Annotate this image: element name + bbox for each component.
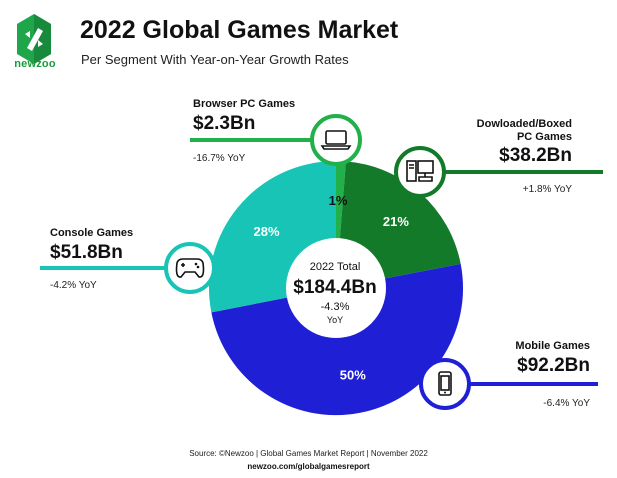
desktop-computer-icon [394,146,446,198]
center-growth-value: -4.3% [320,301,350,313]
mobile-value: $92.2Bn [517,355,590,376]
gamepad-icon [164,242,216,294]
smartphone-icon [419,358,471,410]
footer-source: Source: ©Newzoo | Global Games Market Re… [189,449,428,458]
boxed-pc-value: $38.2Bn [499,145,572,166]
newzoo-logo [17,14,51,64]
laptop-icon [310,114,362,166]
page-subtitle: Per Segment With Year-on-Year Growth Rat… [81,52,349,67]
mobile-name: Mobile Games [515,340,590,352]
boxed-pc-yoy: +1.8% YoY [522,184,572,195]
console-value: $51.8Bn [50,242,123,263]
logo-wordmark: newzoo [14,58,56,70]
browser-pc-share-label: 1% [329,193,348,208]
browser-pc-name: Browser PC Games [193,98,296,110]
donut-hole [286,238,386,338]
mobile-wedge [211,263,464,416]
footer-url: newzoo.com/globalgamesreport [247,462,370,471]
boxed-pc-name: Dowloaded/Boxed PC Games [476,118,572,143]
console-name: Console Games [50,227,134,239]
console-yoy: -4.2% YoY [50,280,97,291]
page-title: 2022 Global Games Market [80,16,399,44]
center-growth-unit: YoY [326,315,344,325]
mobile-share-label: 50% [340,367,366,382]
browser-pc-value: $2.3Bn [193,113,256,134]
boxed-pc-share-label: 21% [383,214,409,229]
mobile-yoy: -6.4% YoY [543,398,590,409]
center-total-value: $184.4Bn [293,277,377,298]
console-share-label: 28% [254,224,280,239]
center-total-label: 2022 Total [309,261,361,273]
browser-pc-yoy: -16.7% YoY [193,153,246,164]
